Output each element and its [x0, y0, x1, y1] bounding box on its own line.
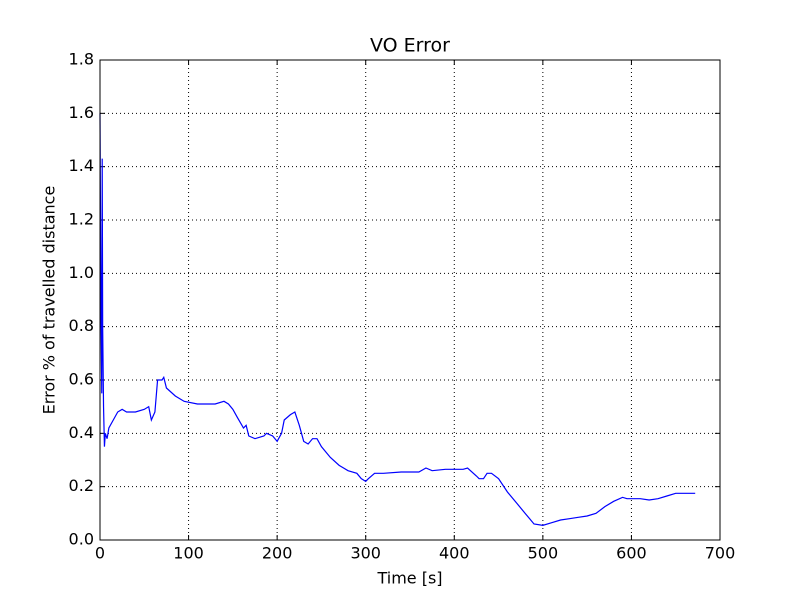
y-tick-label: 0.2: [69, 476, 94, 495]
x-tick-label: 700: [705, 544, 736, 563]
x-tick-label: 0: [95, 544, 105, 563]
x-tick-label: 600: [616, 544, 647, 563]
y-tick-label: 1.2: [69, 210, 94, 229]
y-tick-label: 1.4: [69, 156, 94, 175]
x-tick-label: 300: [350, 544, 381, 563]
y-tick-label: 1.6: [69, 103, 94, 122]
x-tick-label: 500: [528, 544, 559, 563]
x-axis-label: Time [s]: [376, 569, 442, 588]
chart-title: VO Error: [370, 35, 450, 57]
x-tick-label: 200: [262, 544, 293, 563]
y-tick-label: 0.0: [69, 530, 94, 549]
y-axis-label: Error % of travelled distance: [40, 186, 59, 415]
plot-frame: [99, 59, 721, 541]
x-tick-label: 100: [173, 544, 204, 563]
x-tick-label: 400: [439, 544, 470, 563]
y-tick-label: 1.0: [69, 263, 94, 282]
y-tick-label: 1.8: [69, 50, 94, 69]
y-tick-label: 0.8: [69, 316, 94, 335]
y-tick-label: 0.6: [69, 370, 94, 389]
data-line: [99, 113, 696, 526]
y-tick-label: 0.4: [69, 423, 94, 442]
